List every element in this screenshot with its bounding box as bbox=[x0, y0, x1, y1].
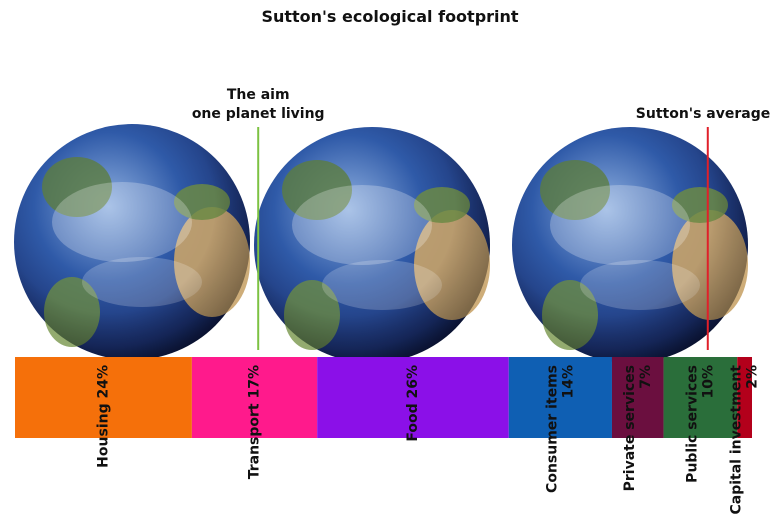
category-label: Consumer items bbox=[544, 365, 560, 493]
value-label: 26% bbox=[405, 365, 421, 399]
category-label: Food bbox=[405, 403, 421, 441]
globe bbox=[512, 127, 748, 363]
category-label: Housing bbox=[95, 403, 111, 467]
value-label: 24% bbox=[95, 365, 111, 399]
category-label: Capital investment bbox=[729, 365, 745, 514]
value-label: 7% bbox=[638, 365, 654, 389]
segment-label: Transport 17% bbox=[247, 365, 263, 479]
category-label: Private services bbox=[622, 365, 638, 491]
infographic: Sutton's ecological footprint Housing 24… bbox=[0, 0, 781, 514]
annotation-label: The aim bbox=[227, 87, 290, 103]
value-label: 17% bbox=[247, 365, 263, 399]
value-label: 14% bbox=[560, 365, 576, 399]
category-label: Public services bbox=[684, 365, 700, 483]
value-label: 2% bbox=[745, 365, 761, 389]
value-label: 10% bbox=[701, 365, 717, 399]
globe bbox=[254, 127, 490, 363]
globe bbox=[14, 124, 250, 360]
chart-title: Sutton's ecological footprint bbox=[261, 7, 518, 26]
segment-label: Capital investment2% bbox=[729, 365, 761, 514]
category-label: Transport bbox=[247, 403, 263, 479]
annotation-label: Sutton's average bbox=[636, 106, 770, 122]
segment-label: Food 26% bbox=[405, 365, 421, 442]
annotation-label: one planet living bbox=[192, 106, 325, 122]
segment-label: Housing 24% bbox=[95, 365, 111, 468]
